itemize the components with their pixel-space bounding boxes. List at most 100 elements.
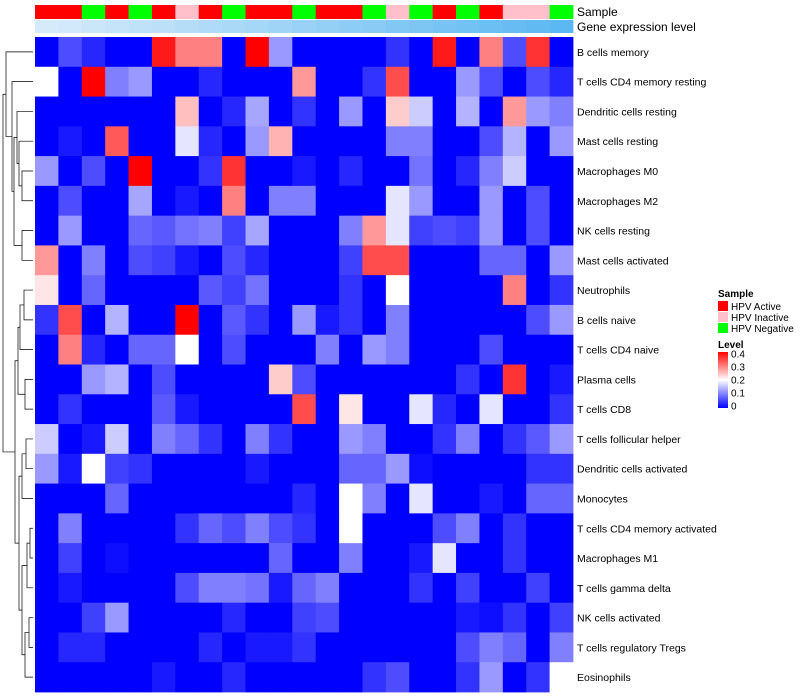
heatmap-cell xyxy=(292,96,317,127)
heatmap-cell xyxy=(362,394,387,425)
heatmap-cell xyxy=(35,185,59,217)
row-label: T cells CD8 xyxy=(577,404,631,416)
heatmap-cell xyxy=(362,602,387,633)
heatmap-cell xyxy=(362,156,387,187)
heatmap-cell xyxy=(58,572,83,604)
level-legend-tick: 0.1 xyxy=(731,389,745,400)
heatmap-cells xyxy=(35,37,574,693)
heatmap-cell xyxy=(268,453,293,484)
expression-annotation-cell xyxy=(315,20,340,33)
heatmap-cell xyxy=(479,543,504,574)
heatmap-cell xyxy=(456,96,480,127)
heatmap-cell xyxy=(549,394,574,425)
heatmap-cell xyxy=(58,126,83,157)
dendrogram-branch xyxy=(21,453,33,499)
heatmap-cell xyxy=(339,483,363,514)
heatmap-cell xyxy=(35,96,59,127)
row-label: Macrophages M0 xyxy=(577,166,658,178)
heatmap-cell xyxy=(81,275,106,306)
heatmap-cell xyxy=(128,37,153,68)
heatmap-cell xyxy=(315,334,340,365)
heatmap-cell xyxy=(81,572,106,604)
heatmap-cell xyxy=(35,424,59,455)
level-legend-tick: 0.3 xyxy=(731,363,745,374)
heatmap-cell xyxy=(268,483,293,514)
heatmap-cell xyxy=(432,334,457,365)
heatmap-cell xyxy=(198,483,223,514)
heatmap-cell xyxy=(81,215,106,246)
heatmap-cell xyxy=(526,334,551,365)
heatmap-cell xyxy=(58,96,83,127)
heatmap-cell xyxy=(222,632,246,663)
level-legend-tick: 0.2 xyxy=(731,376,745,387)
sample-annotation-cell xyxy=(385,5,410,19)
heatmap-cell xyxy=(362,126,387,157)
dendrogram-branch xyxy=(5,51,33,137)
heatmap-cell xyxy=(385,662,410,693)
heatmap-cell xyxy=(362,245,387,276)
heatmap-cell xyxy=(362,275,387,306)
heatmap-cell xyxy=(222,215,246,246)
heatmap-cell xyxy=(339,662,363,693)
heatmap-cell xyxy=(479,66,504,97)
heatmap-cell xyxy=(315,424,340,455)
heatmap-cell xyxy=(58,662,83,693)
expression-annotation-cell xyxy=(549,20,574,33)
heatmap-cell xyxy=(175,632,200,663)
sample-annotation-cell xyxy=(339,5,363,19)
row-label: Neutrophils xyxy=(577,285,630,297)
heatmap-cell xyxy=(385,215,410,246)
heatmap-cell xyxy=(151,304,176,336)
heatmap-cell xyxy=(81,632,106,663)
heatmap-cell xyxy=(432,364,457,395)
heatmap-cell xyxy=(502,96,527,127)
heatmap-cell xyxy=(245,37,270,68)
sample-legend-title: Sample xyxy=(718,289,754,300)
heatmap-cell xyxy=(456,602,480,633)
heatmap-cell xyxy=(105,453,129,484)
heatmap-cell xyxy=(81,543,106,574)
heatmap-cell xyxy=(362,364,387,395)
heatmap-cell xyxy=(35,543,59,574)
heatmap-cell xyxy=(222,424,246,455)
heatmap-cell xyxy=(222,156,246,187)
dendrogram-branch xyxy=(16,111,33,164)
heatmap-cell xyxy=(409,453,434,484)
heatmap-cell xyxy=(58,245,83,276)
heatmap-cell xyxy=(409,364,434,395)
heatmap-cell xyxy=(526,126,551,157)
heatmap-cell xyxy=(35,245,59,276)
sample-annotation-cell xyxy=(222,5,246,19)
expression-annotation-cell xyxy=(222,20,246,33)
heatmap-cell xyxy=(362,96,387,127)
heatmap-cell xyxy=(245,662,270,693)
heatmap-cell xyxy=(81,364,106,395)
heatmap-cell xyxy=(151,602,176,633)
heatmap-cell xyxy=(198,245,223,276)
heatmap-cell xyxy=(198,334,223,365)
heatmap-cell xyxy=(58,602,83,633)
expression-annotation-cell xyxy=(456,20,480,33)
level-legend-title: Level xyxy=(718,340,744,351)
heatmap-cell xyxy=(35,37,59,68)
heatmap-cell xyxy=(151,572,176,604)
heatmap-cell xyxy=(502,185,527,217)
heatmap-cell xyxy=(151,185,176,217)
heatmap-cell xyxy=(58,364,83,395)
heatmap-cell xyxy=(549,572,574,604)
heatmap-cell xyxy=(81,245,106,276)
heatmap-cell xyxy=(105,215,129,246)
heatmap-cell xyxy=(549,245,574,276)
heatmap-cell xyxy=(385,602,410,633)
heatmap-cell xyxy=(268,602,293,633)
dendrogram-branch xyxy=(18,475,22,611)
heatmap-cell xyxy=(315,275,340,306)
heatmap-cell xyxy=(409,424,434,455)
heatmap-cell xyxy=(105,602,129,633)
heatmap-cell xyxy=(128,215,153,246)
heatmap-cell xyxy=(339,453,363,484)
heatmap-cell xyxy=(245,632,270,663)
heatmap-cell xyxy=(479,453,504,484)
heatmap-cell xyxy=(198,394,223,425)
heatmap-cell xyxy=(502,37,527,68)
